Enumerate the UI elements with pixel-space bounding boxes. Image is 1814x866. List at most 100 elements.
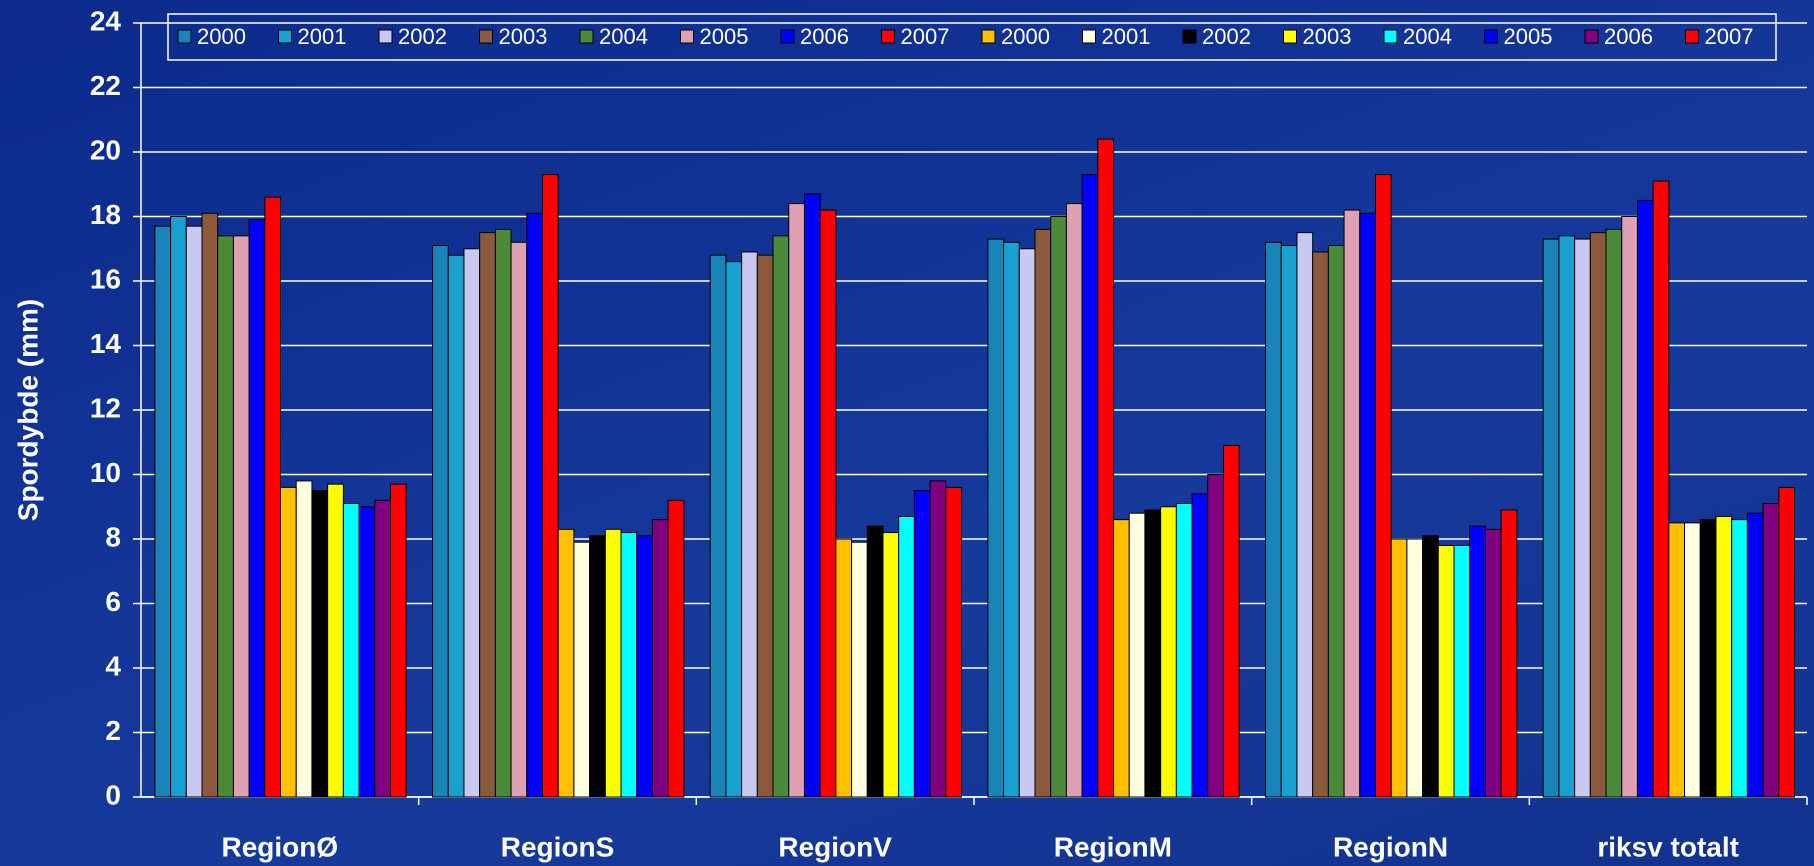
legend-swatch: [1082, 29, 1096, 44]
bar: [170, 216, 187, 798]
bar: [295, 480, 313, 798]
bar: [929, 480, 947, 798]
legend-swatch: [579, 29, 594, 44]
bar: [882, 532, 900, 798]
bar: [463, 248, 481, 798]
bar: [945, 486, 963, 798]
bar: [389, 483, 407, 798]
bar: [709, 254, 727, 798]
bar: [280, 486, 297, 798]
bar: [1207, 474, 1224, 798]
bar: [1621, 216, 1638, 798]
x-tick-label: RegionN: [1333, 831, 1448, 862]
bar: [557, 528, 575, 798]
y-tick-label: 20: [90, 134, 121, 165]
bar: [432, 245, 449, 798]
bar: [803, 193, 821, 798]
bar: [1018, 248, 1036, 798]
bar: [327, 483, 344, 798]
y-tick-label: 14: [90, 328, 122, 359]
legend-swatch: [378, 29, 393, 44]
x-tick-label: riksv totalt: [1597, 831, 1739, 862]
bar: [1453, 544, 1471, 798]
y-tick-label: 4: [105, 650, 121, 681]
bar: [1359, 212, 1376, 798]
bar: [589, 535, 606, 798]
bar: [1542, 238, 1560, 798]
bar: [1605, 228, 1623, 798]
y-tick-label: 0: [105, 779, 121, 810]
legend-label: 2004: [1403, 24, 1452, 49]
bar: [232, 235, 250, 798]
bar: [1684, 522, 1701, 798]
bar: [835, 538, 853, 798]
bar: [264, 196, 282, 798]
legend-label: 2005: [700, 24, 749, 49]
bar: [217, 235, 234, 798]
bar: [1113, 519, 1130, 798]
y-tick-label: 8: [105, 521, 121, 552]
legend-swatch: [278, 29, 292, 44]
bar: [1374, 174, 1392, 798]
bar: [1589, 232, 1607, 798]
bar: [1081, 174, 1099, 798]
bar: [494, 228, 512, 798]
bar: [526, 212, 543, 798]
bar: [913, 490, 931, 798]
bar: [651, 519, 669, 798]
bar: [510, 241, 528, 798]
bar: [1065, 203, 1083, 798]
y-tick-label: 22: [90, 70, 121, 101]
bar: [819, 209, 837, 798]
x-tick-label: RegionØ: [221, 831, 338, 862]
bar: [1636, 199, 1654, 798]
bar: [756, 254, 774, 798]
y-tick-label: 10: [90, 457, 121, 488]
legend-label: 2003: [1303, 24, 1352, 49]
bar: [185, 225, 203, 798]
legend-swatch: [680, 29, 694, 44]
bar: [1280, 245, 1298, 798]
legend-label: 2000: [1001, 24, 1050, 49]
bar: [866, 525, 884, 798]
legend-swatch: [177, 29, 192, 44]
bar: [1652, 180, 1670, 798]
bar: [1222, 444, 1240, 798]
bar: [1050, 216, 1067, 798]
legend-label: 2001: [298, 24, 347, 49]
bar: [604, 528, 622, 798]
x-tick-label: RegionV: [778, 831, 892, 862]
bar: [1668, 522, 1686, 798]
legend-swatch: [881, 29, 895, 44]
bar: [620, 532, 638, 798]
bar: [447, 254, 465, 798]
bar: [725, 261, 743, 798]
bar: [1406, 538, 1424, 798]
bar: [1175, 503, 1193, 798]
bar: [1160, 506, 1177, 798]
legend-label: 2007: [1705, 24, 1754, 49]
legend-label: 2001: [1102, 24, 1151, 49]
y-tick-label: 12: [90, 392, 121, 423]
bar: [788, 203, 805, 798]
bar: [1422, 535, 1439, 798]
y-tick-label: 24: [90, 5, 122, 36]
bar: [1437, 544, 1455, 798]
bar: [898, 515, 915, 798]
legend-label: 2006: [1604, 24, 1653, 49]
x-tick-label: RegionM: [1054, 831, 1172, 862]
bar: [636, 535, 653, 798]
bar: [1558, 235, 1576, 798]
legend-label: 2007: [901, 24, 950, 49]
bar: [1034, 228, 1052, 798]
bar: [1390, 538, 1408, 798]
legend-label: 2000: [197, 24, 246, 49]
legend-swatch: [1484, 29, 1498, 44]
y-axis-label: Spordybde (mm): [12, 299, 43, 521]
bar: [851, 541, 868, 798]
legend-swatch: [1685, 29, 1699, 44]
bar: [1778, 486, 1796, 798]
bar: [201, 212, 219, 798]
bar: [541, 174, 559, 798]
